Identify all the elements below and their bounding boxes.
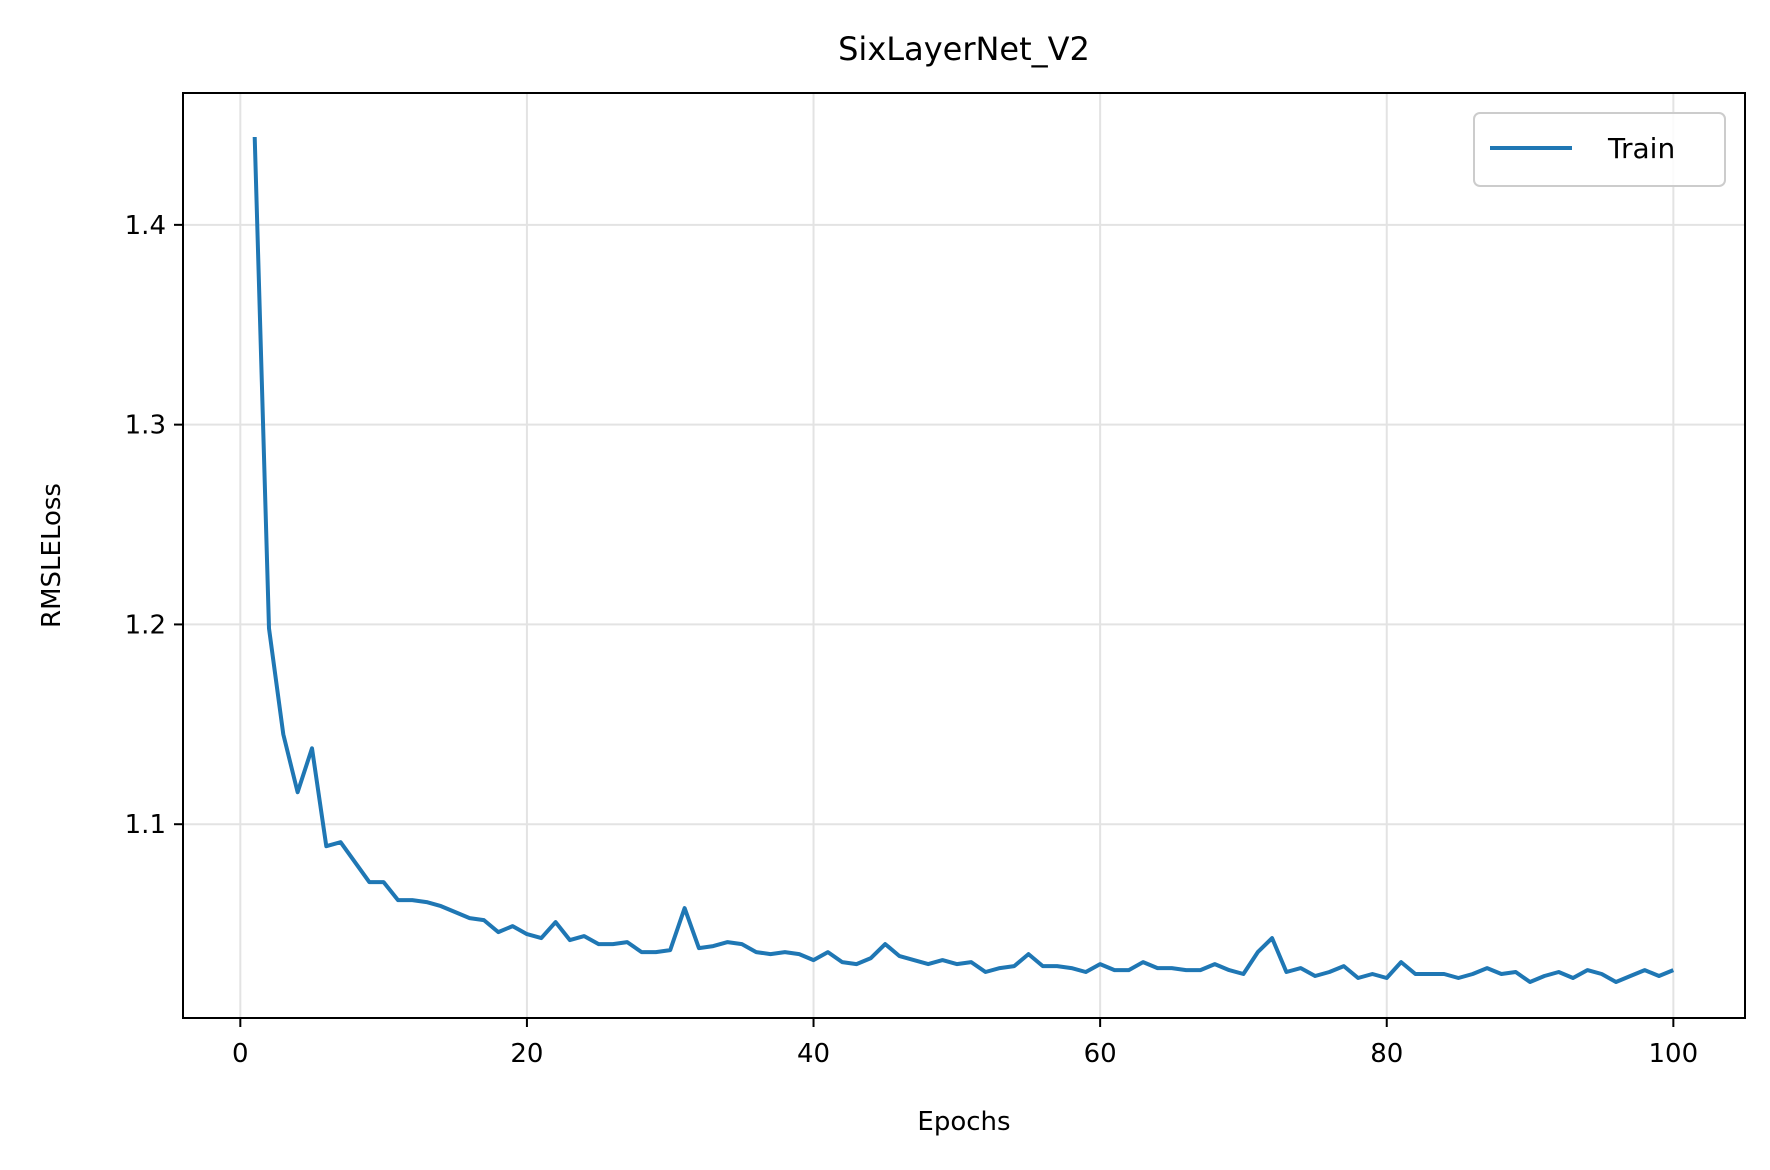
y-axis-label: RMSLELoss — [37, 483, 67, 628]
y-tick-label: 1.3 — [125, 411, 166, 441]
axis-ticks: 0 20 40 60 80 100 1.1 1.2 1.3 1.4 — [125, 211, 1699, 1069]
y-tick-label: 1.4 — [125, 211, 166, 241]
grid-lines — [183, 93, 1745, 1018]
x-tick-label: 20 — [510, 1039, 543, 1069]
x-tick-label: 100 — [1649, 1039, 1699, 1069]
plot-area-frame — [182, 92, 1746, 1019]
legend: Train — [1473, 112, 1726, 187]
y-tick-label: 1.2 — [125, 610, 166, 640]
y-tick-label: 1.1 — [125, 810, 166, 840]
legend-label-train: Train — [1607, 132, 1675, 165]
series-line-train — [252, 136, 1675, 984]
x-tick-label: 80 — [1370, 1039, 1403, 1069]
x-tick-label: 60 — [1084, 1039, 1117, 1069]
x-axis-label: Epochs — [917, 1107, 1010, 1137]
series-layer — [252, 136, 1675, 984]
chart-title: SixLayerNet_V2 — [838, 30, 1090, 68]
legend-box — [1473, 112, 1726, 187]
x-tick-label: 40 — [797, 1039, 830, 1069]
x-tick-label: 0 — [232, 1039, 249, 1069]
